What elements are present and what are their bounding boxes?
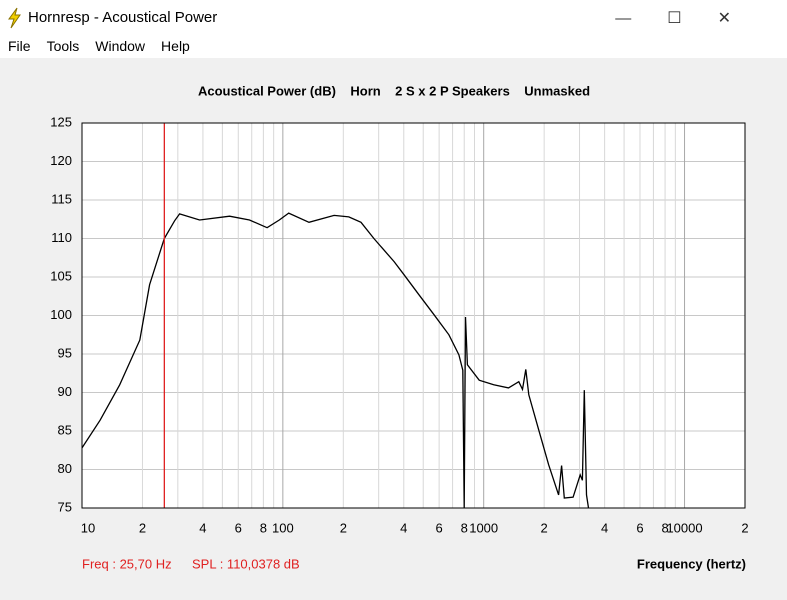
- x-tick-label: 4: [601, 520, 608, 535]
- x-tick-label: 1000: [469, 520, 498, 535]
- plot-border: [81, 122, 746, 509]
- y-tick-label: 115: [51, 191, 72, 206]
- chart: Acoustical Power (dB) Horn 2 S x 2 P Spe…: [50, 83, 748, 571]
- menu-item[interactable]: Tools: [46, 38, 80, 54]
- x-tick-label: 2: [139, 520, 146, 535]
- menu-bar: File Tools Window Help: [0, 36, 787, 58]
- y-tick-label: 110: [51, 230, 72, 245]
- cursor-spl: SPL : 110,0378 dB: [192, 556, 300, 571]
- x-tick-label: 100: [272, 520, 294, 535]
- y-tick-label: 125: [50, 114, 72, 129]
- y-tick-label: 95: [58, 345, 72, 360]
- cursor-frequency: Freq : 25,70 Hz: [82, 556, 172, 571]
- window-title: Hornresp - Acoustical Power: [28, 9, 218, 26]
- chart-title: Acoustical Power (dB) Horn 2 S x 2 P Spe…: [198, 83, 590, 98]
- y-tick-label: 105: [50, 268, 72, 283]
- y-tick-label: 75: [58, 499, 72, 514]
- y-tick-label: 85: [58, 422, 72, 437]
- x-axis-label: Frequency (hertz): [637, 556, 746, 571]
- x-tick-label: 4: [400, 520, 407, 535]
- response-curve: [81, 212, 590, 509]
- x-tick-label: 8: [661, 520, 668, 535]
- menu-item[interactable]: Window: [95, 38, 146, 54]
- menu-item[interactable]: File: [8, 38, 31, 54]
- x-tick-label: 6: [235, 520, 242, 535]
- x-tick-label: 4: [199, 520, 206, 535]
- x-tick-label: 6: [636, 520, 643, 535]
- x-tick-label: 8: [461, 520, 468, 535]
- app-icon: [8, 7, 21, 29]
- x-tick-label: 2: [340, 520, 347, 535]
- window-controls[interactable]: —☐✕: [615, 10, 767, 27]
- y-tick-label: 80: [58, 461, 72, 476]
- y-tick-label: 120: [50, 153, 72, 168]
- x-tick-label: 8: [260, 520, 267, 535]
- menu-item[interactable]: Help: [161, 38, 190, 54]
- x-tick-label: 2: [541, 520, 548, 535]
- y-tick-label: 90: [58, 384, 72, 399]
- x-tick-label: 6: [436, 520, 443, 535]
- x-tick-label: 10000: [666, 520, 702, 535]
- title-bar: Hornresp - Acoustical Power —☐✕: [0, 0, 787, 36]
- y-tick-label: 100: [50, 307, 72, 322]
- x-tick-label: 2: [741, 520, 748, 535]
- x-tick-label: 10: [81, 520, 95, 535]
